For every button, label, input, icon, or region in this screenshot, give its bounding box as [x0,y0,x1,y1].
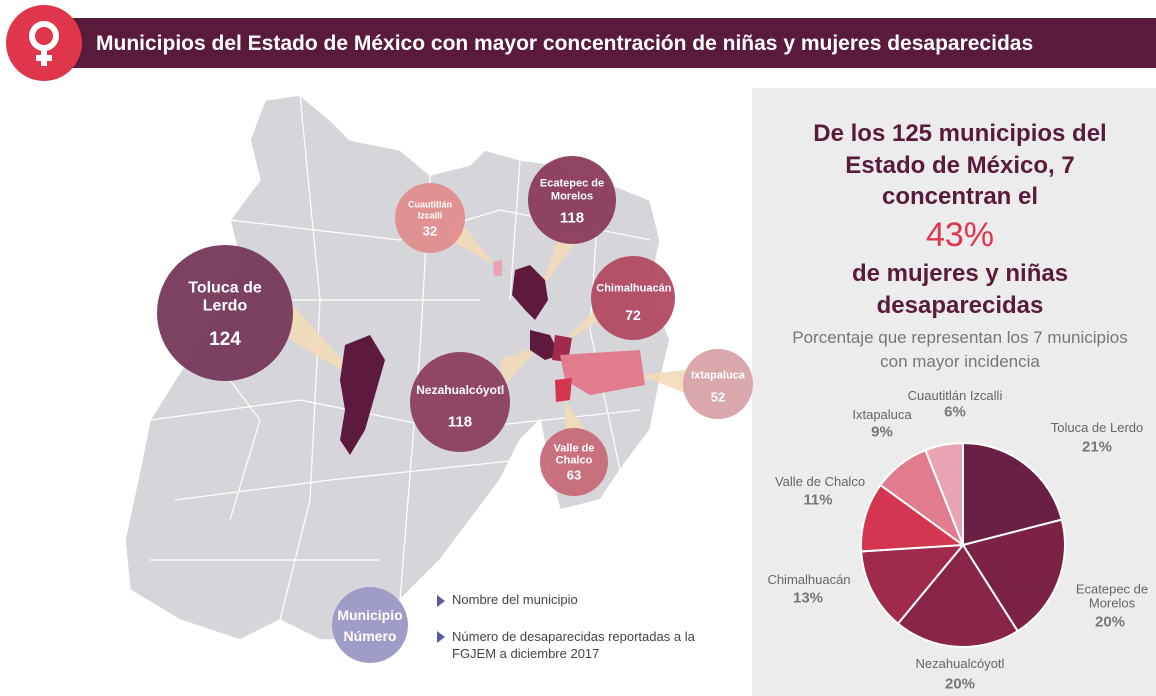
ixtapaluca-shape [560,350,645,395]
valle-shape [555,378,572,402]
pie-category: Chimalhuacán [767,571,851,587]
municipality-value: 32 [422,223,438,239]
pie-title: Porcentaje que representan los 7 municip… [792,328,1128,371]
pie-value-label: 6% [944,403,966,421]
pie-category: Toluca de Lerdo [1050,419,1144,435]
pie-category: Ixtapaluca [852,406,912,422]
pie-slice [896,543,1020,648]
municipality-value: 52 [710,389,726,405]
municipality-bubble [540,428,608,496]
legend-sample [332,587,408,663]
municipality-name: Chimalhuacán [596,282,672,295]
pie-value-label: 20% [1094,613,1126,631]
municipality-bubble [591,256,675,340]
pie-category: Ecatepec de Morelos [1075,581,1149,611]
municipality-value: 118 [447,413,473,431]
municipality-name: Ecatepec de Morelos [539,177,605,203]
legend-sample-number: Número [343,627,397,644]
pie-slice [860,543,966,626]
municipality-bubble [528,156,616,244]
municipality-name: Cuautitlán Izcalli [408,199,452,221]
pie-value-label: 21% [1081,438,1113,456]
pie-slice [961,518,1066,633]
municipality-value: 63 [566,467,582,483]
summary-highlight: 43% [925,216,995,254]
municipality-value: 124 [209,329,241,351]
municipality-bubble [410,352,510,452]
municipality-value: 72 [625,306,641,323]
summary-tail: de mujeres y niñas desaparecidas [851,260,1069,319]
pie-value-label: 13% [792,589,824,607]
pie-slice [924,441,964,546]
legend-sample-name: Municipio [337,606,403,623]
pie-value-label: 20% [944,675,976,693]
municipality-bubble [157,245,293,381]
legend-number-note: Número de desaparecidas reportadas a la … [452,629,695,661]
header-bar [60,18,1156,68]
state-map [124,94,671,641]
pie-slice [962,441,1064,547]
pie-value-label: 9% [871,423,893,441]
highlighted-municipalities [340,265,560,455]
municipality-bubble [683,349,753,419]
legend-name-note: Nombre del municipio [452,592,578,607]
summary-lead: De los 125 municipios del Estado de Méxi… [813,120,1107,211]
pie-value-label: 11% [803,491,833,509]
pie-category: Cuautitlán Izcalli [907,387,1003,403]
legend-arrow [437,631,445,643]
municipality-value: 118 [559,208,585,226]
municipality-name: Ixtapaluca [691,369,745,382]
municipality-name: Toluca de Lerdo [188,279,262,316]
header-icon [6,5,82,81]
pie-category: Valle de Chalco [774,473,866,489]
cuautitlan-shape [493,260,502,276]
municipality-name: Valle de Chalco [553,441,595,467]
legend-arrow [437,595,445,607]
pie-slice [860,483,966,553]
pie-category: Nezahualcóyotl [915,655,1005,671]
municipality-bubble [395,183,465,253]
header-title: Municipios del Estado de México con mayo… [96,32,1033,55]
female-symbol [29,21,59,66]
municipality-name: Nezahualcóyotl [416,383,505,398]
